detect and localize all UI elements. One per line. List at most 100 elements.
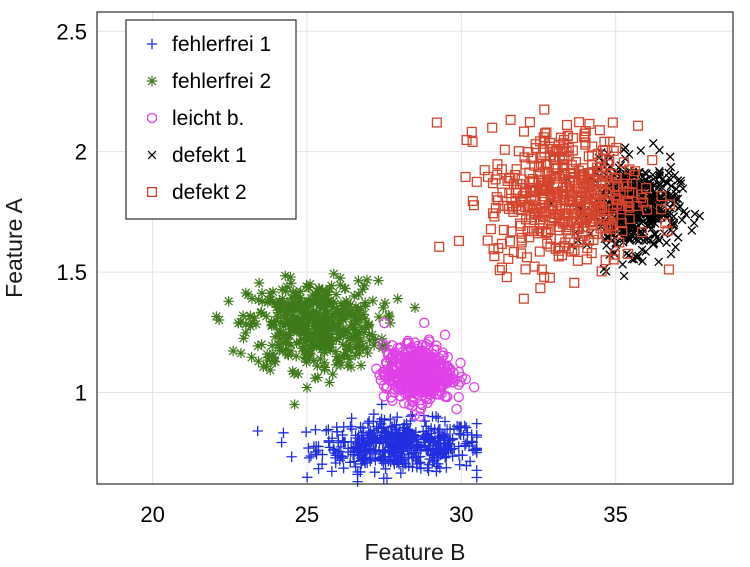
data-point [285, 278, 297, 289]
data-point [425, 423, 437, 434]
data-point [580, 137, 591, 148]
data-point [618, 260, 627, 269]
data-point [437, 347, 448, 358]
data-point [283, 318, 294, 329]
data-point [485, 224, 496, 235]
data-point [274, 339, 286, 350]
data-point [264, 351, 275, 363]
data-point [625, 236, 634, 245]
data-point [490, 203, 501, 214]
data-point [290, 301, 301, 312]
data-point [578, 170, 589, 181]
data-point [312, 360, 323, 372]
data-point [433, 412, 444, 424]
data-point [434, 241, 445, 252]
data-point [583, 235, 594, 246]
data-point [383, 446, 395, 458]
data-point [274, 295, 285, 307]
data-point [359, 313, 370, 324]
data-point [662, 225, 673, 236]
data-point [539, 104, 550, 115]
data-point [376, 413, 387, 425]
data-points [211, 104, 705, 487]
data-point [249, 312, 260, 324]
data-point [335, 279, 346, 291]
data-point [521, 214, 532, 225]
data-point [392, 342, 403, 354]
data-point [310, 424, 321, 435]
data-point [355, 421, 366, 433]
data-point [453, 391, 464, 403]
data-point [256, 307, 267, 318]
data-point [414, 451, 426, 462]
data-point [499, 144, 510, 155]
data-point [441, 360, 453, 371]
data-point [369, 444, 381, 456]
data-point [521, 252, 533, 263]
data-point [513, 146, 524, 157]
x-tick-label: 30 [449, 502, 473, 527]
data-point [468, 382, 480, 393]
data-point [580, 126, 591, 137]
data-point [422, 445, 433, 457]
data-point [539, 271, 550, 282]
data-point [504, 236, 516, 247]
data-point [573, 237, 584, 248]
data-point [308, 355, 320, 366]
data-point [350, 461, 361, 473]
data-point [602, 159, 613, 170]
data-point [399, 458, 410, 469]
data-point [342, 298, 353, 309]
data-point [505, 172, 516, 183]
data-point [391, 411, 403, 423]
data-point [537, 143, 548, 154]
data-point [313, 318, 325, 329]
data-point [505, 114, 516, 125]
data-point [563, 150, 574, 161]
data-point [636, 189, 647, 200]
data-point [695, 211, 705, 221]
data-point [448, 423, 460, 435]
data-point [525, 177, 536, 188]
data-point [290, 351, 302, 362]
data-point [404, 424, 416, 436]
data-point [339, 436, 351, 447]
data-point [334, 455, 345, 466]
data-point [333, 320, 345, 332]
data-point [483, 171, 494, 182]
data-point [321, 337, 332, 349]
data-point [534, 246, 545, 257]
data-point [406, 452, 418, 464]
data-point [323, 334, 334, 346]
data-point [666, 181, 676, 191]
data-point [373, 311, 385, 323]
data-point [358, 309, 370, 320]
series-leicht-b- [371, 317, 480, 422]
data-point [582, 242, 593, 254]
legend-item: defekt 1 [147, 144, 247, 167]
data-point [487, 208, 499, 219]
data-point [575, 205, 586, 216]
data-point [300, 307, 312, 319]
data-point [403, 337, 415, 349]
data-point [349, 315, 361, 326]
legend: fehlerfrei 1 fehlerfrei 2 leicht b. defekt … [125, 19, 297, 220]
data-point [420, 375, 431, 386]
data-point [600, 221, 611, 232]
data-point [616, 218, 627, 229]
data-point [611, 195, 622, 206]
data-point [569, 277, 580, 288]
data-point [467, 195, 478, 207]
data-point [614, 237, 625, 248]
data-point [350, 323, 361, 335]
data-point [666, 218, 676, 227]
data-point [624, 164, 635, 175]
data-point [240, 287, 251, 299]
legend-box [125, 19, 297, 220]
data-point [392, 293, 403, 304]
data-point [518, 126, 530, 137]
data-point [646, 235, 655, 245]
legend-marker [146, 112, 158, 124]
data-point [467, 136, 478, 147]
data-point [612, 181, 623, 192]
